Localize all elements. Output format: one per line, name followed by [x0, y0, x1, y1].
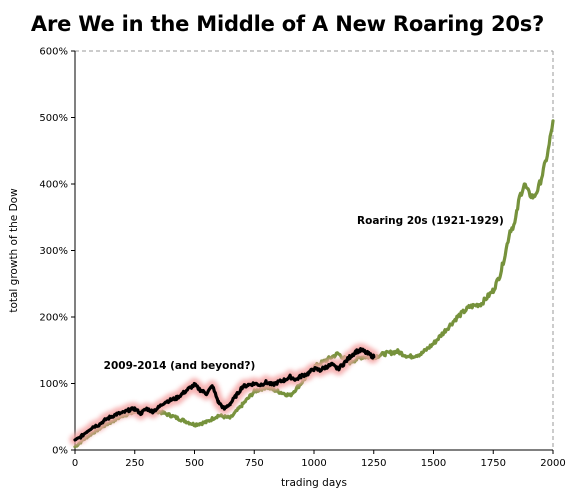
x-tick-label: 1750 [481, 458, 506, 469]
annotation-roaring-20s: Roaring 20s (1921-1929) [357, 215, 504, 227]
x-tick-label: 1250 [361, 458, 386, 469]
x-axis-label: trading days [281, 477, 347, 489]
y-tick-label: 300% [39, 246, 68, 257]
annotation-2009-2014: 2009-2014 (and beyond?) [104, 360, 256, 372]
y-tick-label: 0% [52, 446, 68, 457]
series-line-roaring-20s [73, 119, 555, 449]
y-tick-label: 200% [39, 313, 68, 324]
y-axis-label: total growth of the Dow [8, 188, 20, 313]
chart-title: Are We in the Middle of A New Roaring 20… [30, 12, 545, 36]
x-tick-label: 500 [185, 458, 204, 469]
x-tick-label: 1500 [421, 458, 446, 469]
y-tick-label: 100% [39, 379, 68, 390]
y-tick-label: 400% [39, 180, 68, 191]
series-line-2009-2014 [73, 347, 376, 442]
y-tick-label: 600% [39, 47, 68, 58]
x-tick-label: 0 [72, 458, 78, 469]
x-tick-label: 2000 [540, 458, 565, 469]
x-tick-label: 750 [245, 458, 264, 469]
y-tick-label: 500% [39, 113, 68, 124]
x-tick-label: 250 [125, 458, 144, 469]
x-tick-label: 1000 [301, 458, 326, 469]
